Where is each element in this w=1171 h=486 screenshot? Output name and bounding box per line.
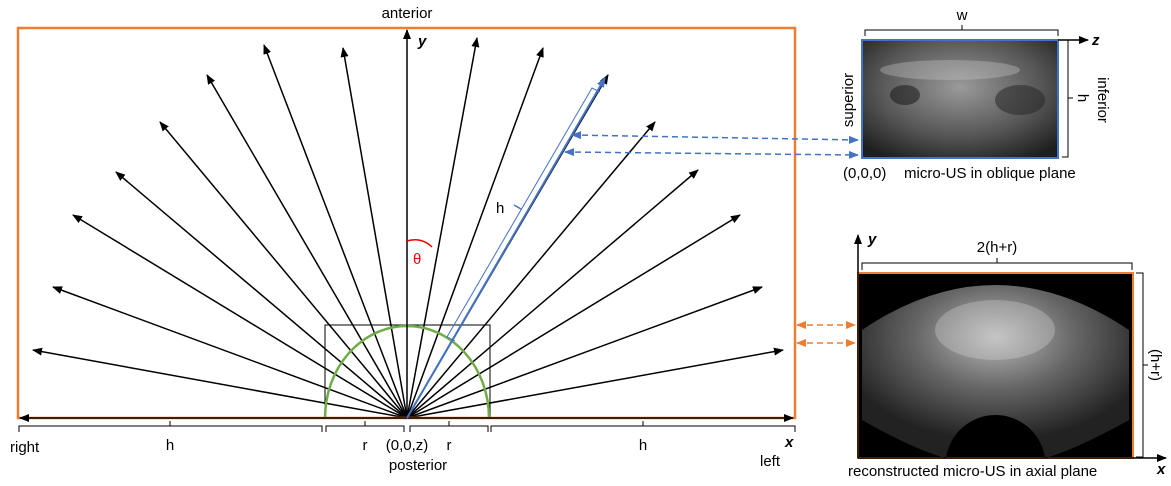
label: superior xyxy=(840,73,857,127)
label: left xyxy=(760,453,781,470)
label: (0,0,z) xyxy=(386,437,429,454)
bracket-tick xyxy=(514,205,521,209)
label: anterior xyxy=(382,5,433,22)
ray xyxy=(116,172,407,418)
axial-image xyxy=(858,273,1133,458)
label: h xyxy=(496,200,504,217)
link-arrow xyxy=(565,152,858,155)
label: h xyxy=(166,437,174,454)
texture xyxy=(880,60,1020,80)
axis-label: y xyxy=(867,231,877,248)
label: (0,0,0) xyxy=(843,165,886,182)
label: r xyxy=(363,437,368,454)
ray xyxy=(407,287,762,418)
link-arrow xyxy=(572,135,858,140)
caption: micro-US in oblique plane xyxy=(904,165,1076,182)
ray xyxy=(407,38,477,418)
theta-arc xyxy=(407,240,432,247)
ray xyxy=(160,122,407,418)
label: h xyxy=(639,437,647,454)
ray-fan xyxy=(33,38,783,418)
axis-label: x xyxy=(784,434,794,451)
label: posterior xyxy=(389,457,447,474)
dimension-brackets xyxy=(19,421,795,432)
label: 2(h+r) xyxy=(977,239,1017,256)
label: h xyxy=(1074,94,1091,102)
label: r xyxy=(447,437,452,454)
theta-label: θ xyxy=(413,251,421,268)
oblique-image xyxy=(862,40,1058,158)
ray xyxy=(53,287,407,418)
ray xyxy=(407,122,655,418)
diagram: anterior y posterior right left x h r (0… xyxy=(0,0,1171,481)
label: w xyxy=(956,7,968,24)
axis-label: x xyxy=(1156,461,1166,478)
label: right xyxy=(10,439,40,456)
axis-label: y xyxy=(417,33,427,50)
width-bracket xyxy=(865,25,1058,36)
texture xyxy=(935,300,1055,360)
ray xyxy=(264,45,407,418)
probe-ray xyxy=(407,78,605,418)
width-bracket xyxy=(862,258,1132,270)
texture xyxy=(890,85,920,105)
ray xyxy=(407,48,543,418)
texture xyxy=(995,85,1045,115)
label: inferior xyxy=(1094,77,1111,123)
ray xyxy=(407,170,698,418)
height-bracket xyxy=(1062,40,1073,157)
label: (h+r) xyxy=(1147,349,1164,381)
height-bracket xyxy=(1136,273,1148,457)
caption: reconstructed micro-US in axial plane xyxy=(848,463,1097,480)
axis-label: z xyxy=(1091,32,1100,49)
